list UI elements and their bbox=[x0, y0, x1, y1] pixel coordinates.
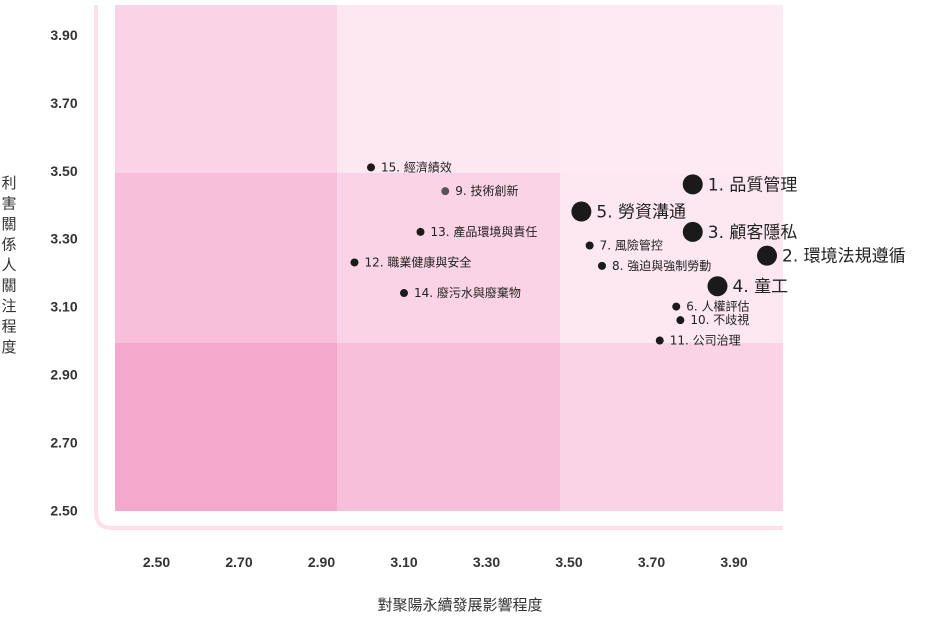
x-axis-title: 對聚陽永續發展影響程度 bbox=[377, 596, 542, 614]
y-axis-title-char: 害 bbox=[1, 195, 16, 213]
y-tick-label: 3.90 bbox=[50, 27, 77, 43]
region-middle-center bbox=[337, 173, 560, 343]
data-point-label: 6. 人權評估 bbox=[686, 299, 749, 314]
data-point-label: 13. 產品環境與責任 bbox=[431, 224, 538, 239]
plot-frame-outline bbox=[94, 5, 783, 530]
data-point: 8. 強迫與強制勞動 bbox=[598, 259, 711, 273]
x-tick-label: 3.70 bbox=[638, 554, 665, 570]
data-point: 2. 環境法規遵循 bbox=[757, 245, 906, 267]
data-point-label: 12. 職業健康與安全 bbox=[365, 254, 472, 269]
x-tick-label: 2.90 bbox=[308, 554, 335, 570]
data-point-label: 1. 品質管理 bbox=[708, 175, 798, 195]
y-axis-title-char: 利 bbox=[1, 174, 16, 192]
data-point-marker bbox=[682, 221, 703, 242]
quadrant-regions bbox=[115, 5, 783, 511]
data-point-label: 11. 公司治理 bbox=[670, 334, 741, 348]
x-tick-label: 3.10 bbox=[390, 554, 417, 570]
region-middle-left bbox=[115, 173, 337, 343]
data-point: 7. 風險管控 bbox=[585, 237, 663, 252]
y-axis-title-char: 人 bbox=[1, 256, 16, 274]
y-axis-title-char: 度 bbox=[1, 338, 16, 356]
data-point-marker bbox=[757, 245, 777, 266]
data-point-label: 3. 顧客隱私 bbox=[708, 223, 798, 243]
data-point-marker bbox=[350, 258, 359, 267]
y-axis-title-char: 關 bbox=[1, 215, 16, 233]
data-point-label: 9. 技術創新 bbox=[455, 183, 518, 198]
data-point-marker bbox=[571, 201, 592, 222]
x-tick-label: 2.70 bbox=[225, 554, 252, 570]
data-point-label: 10. 不歧視 bbox=[690, 312, 749, 327]
region-upper-right bbox=[560, 5, 783, 173]
data-point-marker bbox=[416, 227, 425, 236]
data-point-marker bbox=[598, 261, 606, 270]
x-tick-label: 3.90 bbox=[720, 554, 747, 570]
data-point: 11. 公司治理 bbox=[655, 334, 741, 348]
data-point-marker bbox=[585, 241, 594, 250]
y-tick-label: 2.50 bbox=[50, 502, 77, 518]
x-axis-ticks: 2.50 2.70 2.90 3.10 3.30 3.50 3.70 3.90 bbox=[143, 554, 748, 570]
data-point-label: 2. 環境法規遵循 bbox=[782, 247, 906, 267]
y-tick-label: 2.90 bbox=[50, 367, 77, 383]
y-axis-title-char: 關 bbox=[1, 277, 16, 295]
x-tick-label: 3.50 bbox=[555, 554, 582, 570]
data-point-label: 15. 經濟績效 bbox=[381, 159, 452, 174]
data-point: 15. 經濟績效 bbox=[367, 159, 452, 174]
x-tick-label: 2.50 bbox=[143, 554, 170, 570]
data-point-marker bbox=[655, 336, 664, 345]
y-axis-title-char: 注 bbox=[1, 297, 16, 315]
data-point-marker bbox=[707, 276, 728, 297]
data-point: 1. 品質管理 bbox=[682, 174, 798, 195]
data-point-label: 5. 勞資溝通 bbox=[596, 203, 686, 223]
region-lower-right bbox=[560, 343, 783, 511]
data-point-label: 8. 強迫與強制勞動 bbox=[612, 259, 711, 273]
data-point: 5. 勞資溝通 bbox=[571, 201, 686, 223]
data-point: 10. 不歧視 bbox=[676, 312, 749, 327]
data-point-marker bbox=[367, 163, 375, 172]
data-point-marker bbox=[441, 187, 450, 196]
data-point-marker bbox=[682, 174, 703, 195]
y-axis-title-char: 係 bbox=[1, 236, 16, 254]
y-tick-label: 3.70 bbox=[50, 95, 77, 111]
data-point: 3. 顧客隱私 bbox=[682, 221, 798, 243]
y-tick-label: 3.30 bbox=[50, 231, 77, 247]
data-point-label: 4. 童工 bbox=[733, 277, 789, 297]
region-upper-center bbox=[337, 5, 560, 173]
y-tick-label: 3.10 bbox=[50, 299, 77, 315]
data-point: 6. 人權評估 bbox=[672, 299, 750, 314]
data-point-marker bbox=[400, 289, 408, 298]
data-point: 13. 產品環境與責任 bbox=[416, 224, 538, 239]
data-point: 4. 童工 bbox=[707, 276, 789, 297]
data-point: 14. 廢污水與廢棄物 bbox=[400, 285, 521, 300]
x-tick-label: 3.30 bbox=[473, 554, 500, 570]
y-tick-label: 3.50 bbox=[50, 163, 77, 179]
data-point-marker bbox=[676, 316, 685, 325]
data-point: 12. 職業健康與安全 bbox=[350, 254, 472, 269]
data-point: 9. 技術創新 bbox=[441, 183, 519, 198]
region-middle-right bbox=[560, 173, 783, 343]
data-points: 1. 品質管理 2. 環境法規遵循 3. 顧客隱私 4. 童工 5. 勞資溝通 6. 人權… bbox=[350, 159, 906, 348]
data-point-marker bbox=[672, 302, 681, 311]
y-axis-ticks: 3.90 3.70 3.50 3.30 3.10 2.90 2.70 2.50 bbox=[50, 27, 77, 518]
region-lower-left bbox=[115, 343, 337, 511]
y-tick-label: 2.70 bbox=[50, 434, 77, 450]
region-upper-left bbox=[115, 5, 337, 173]
data-point-label: 14. 廢污水與廢棄物 bbox=[414, 285, 521, 300]
data-point-label: 7. 風險管控 bbox=[600, 237, 663, 252]
region-lower-center bbox=[337, 343, 560, 511]
y-axis-title-char: 程 bbox=[1, 318, 16, 336]
